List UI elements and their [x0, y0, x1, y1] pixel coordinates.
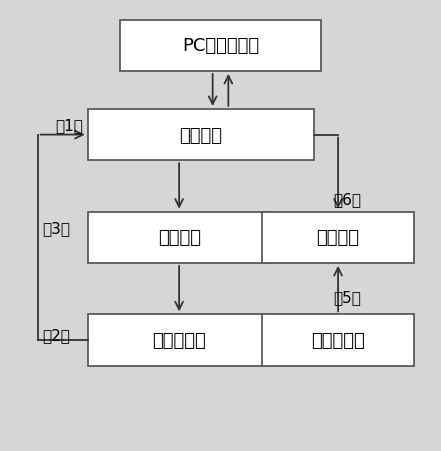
Text: （2）: （2）	[42, 327, 70, 342]
Text: （3）: （3）	[42, 221, 70, 236]
Text: （1）: （1）	[55, 118, 83, 133]
Bar	[262, 315, 414, 366]
Text: 步进电机: 步进电机	[317, 229, 359, 247]
Text: 主控制器: 主控制器	[179, 126, 222, 144]
Bar	[88, 315, 271, 366]
Text: （5）: （5）	[334, 289, 362, 304]
Bar	[262, 212, 414, 263]
Text: （6）: （6）	[334, 191, 362, 206]
Text: 旋转编码器: 旋转编码器	[152, 331, 206, 349]
Bar	[120, 21, 321, 72]
Bar	[88, 110, 314, 161]
Text: 电流继电器: 电流继电器	[311, 331, 365, 349]
Bar	[88, 212, 271, 263]
Text: 步进电机: 步进电机	[157, 229, 201, 247]
Text: PC机通讯接口: PC机通讯接口	[182, 37, 259, 55]
